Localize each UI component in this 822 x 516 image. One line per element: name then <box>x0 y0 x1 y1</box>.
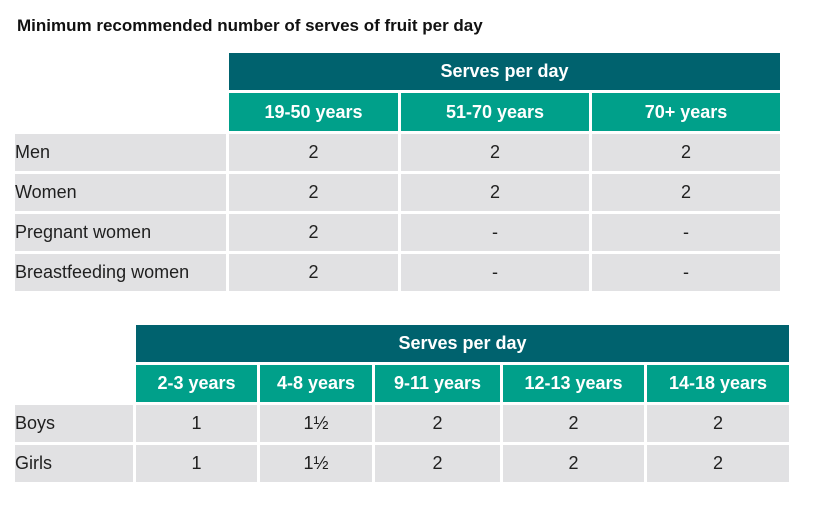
row-label: Boys <box>15 405 133 442</box>
table-cell: 2 <box>401 174 589 211</box>
table-row: Women 2 2 2 <box>15 174 780 211</box>
table-cell: 2 <box>229 174 398 211</box>
column-header: 14-18 years <box>647 365 789 402</box>
column-header: 9-11 years <box>375 365 500 402</box>
group-header-serves-per-day: Serves per day <box>136 325 789 362</box>
table-corner-blank <box>15 53 226 90</box>
row-label: Pregnant women <box>15 214 226 251</box>
table-cell: - <box>592 254 780 291</box>
row-label: Girls <box>15 445 133 482</box>
table-cell: 1 <box>136 445 257 482</box>
table-cell: 2 <box>647 405 789 442</box>
page-title: Minimum recommended number of serves of … <box>17 16 483 35</box>
table-cell: - <box>401 214 589 251</box>
table-corner-blank <box>15 365 133 402</box>
table-row: Men 2 2 2 <box>15 134 780 171</box>
table-row: Pregnant women 2 - - <box>15 214 780 251</box>
table-cell: 2 <box>592 134 780 171</box>
column-header: 12-13 years <box>503 365 644 402</box>
column-header: 70+ years <box>592 93 780 131</box>
table-cell: 2 <box>375 405 500 442</box>
table-row: Breastfeeding women 2 - - <box>15 254 780 291</box>
table-cell: 2 <box>401 134 589 171</box>
column-header: 51-70 years <box>401 93 589 131</box>
row-label: Men <box>15 134 226 171</box>
table-cell: 1½ <box>260 405 372 442</box>
table-cell: 2 <box>229 254 398 291</box>
table-cell: - <box>401 254 589 291</box>
table-cell: - <box>592 214 780 251</box>
table-row: Boys 1 1½ 2 2 2 <box>15 405 789 442</box>
column-header: 4-8 years <box>260 365 372 402</box>
children-serves-table: Serves per day 2-3 years 4-8 years 9-11 … <box>12 322 792 485</box>
table-cell: 1½ <box>260 445 372 482</box>
table-cell: 2 <box>229 134 398 171</box>
table-cell: 2 <box>229 214 398 251</box>
table-cell: 2 <box>592 174 780 211</box>
table-corner-blank <box>15 93 226 131</box>
group-header-serves-per-day: Serves per day <box>229 53 780 90</box>
table-cell: 2 <box>375 445 500 482</box>
table-corner-blank <box>15 325 133 362</box>
table-cell: 1 <box>136 405 257 442</box>
row-label: Women <box>15 174 226 211</box>
column-header: 2-3 years <box>136 365 257 402</box>
adults-serves-table: Serves per day 19-50 years 51-70 years 7… <box>12 50 783 294</box>
table-cell: 2 <box>647 445 789 482</box>
column-header: 19-50 years <box>229 93 398 131</box>
table-cell: 2 <box>503 405 644 442</box>
row-label: Breastfeeding women <box>15 254 226 291</box>
table-cell: 2 <box>503 445 644 482</box>
table-row: Girls 1 1½ 2 2 2 <box>15 445 789 482</box>
